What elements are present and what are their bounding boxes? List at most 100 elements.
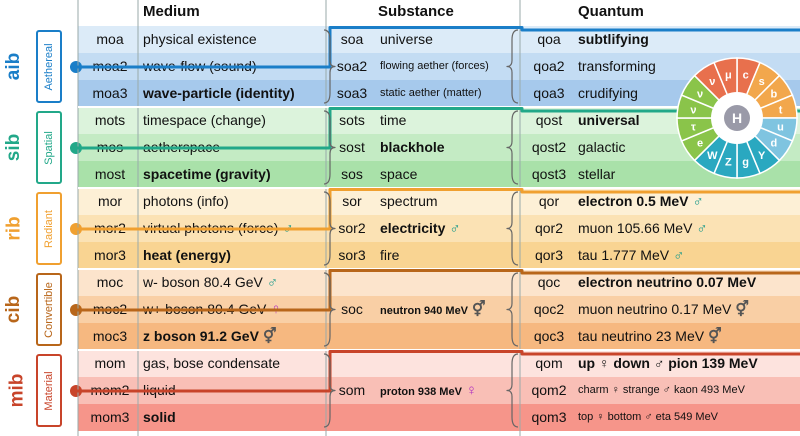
- substance-text: neutron 940 MeV ⚥: [380, 301, 486, 318]
- table-row: [78, 404, 800, 431]
- gender-symbol-icon: ♂: [282, 220, 294, 237]
- table-row: [78, 323, 800, 350]
- substance-text: spectrum: [380, 193, 438, 209]
- gender-symbol-icon: ♂: [696, 220, 708, 237]
- quantum-code: qor: [538, 193, 560, 209]
- header-medium: Medium: [143, 3, 200, 20]
- substance-text: fire: [380, 247, 400, 263]
- quantum-code: qom2: [531, 382, 567, 398]
- substance-text: flowing aether (forces): [380, 60, 489, 72]
- quantum-text: top ♀ bottom ♂ eta 549 MeV: [578, 411, 719, 423]
- quantum-code: qost3: [531, 166, 567, 182]
- medium-code: mor2: [94, 220, 126, 236]
- medium-text: wave-flow (sound): [143, 58, 257, 74]
- medium-text: solid: [143, 409, 176, 425]
- medium-code: mom3: [90, 409, 130, 425]
- gender-symbol-icon: ⚥: [472, 301, 486, 318]
- medium-text: aetherspace: [143, 139, 221, 155]
- quantum-text: muon neutrino 0.17 MeV ⚥: [578, 301, 749, 318]
- quantum-code: qost: [535, 112, 563, 128]
- medium-code: most: [94, 166, 126, 182]
- quantum-code: qoc3: [533, 328, 565, 344]
- quantum-code: qom3: [531, 409, 567, 425]
- medium-code: moa3: [92, 85, 128, 101]
- medium-text: w+ boson 80.4 GeV ♀: [143, 301, 282, 318]
- quantum-code: qoa3: [533, 85, 565, 101]
- substance-code: soc: [341, 301, 363, 317]
- medium-code: mor3: [94, 247, 126, 263]
- quantum-code: qoa2: [533, 58, 565, 74]
- substance-text: blackhole: [380, 139, 445, 155]
- quantum-code: qor3: [534, 247, 564, 263]
- substance-code: soa2: [336, 58, 368, 74]
- gender-symbol-icon: ♀: [465, 382, 478, 399]
- medium-text: photons (info): [143, 193, 229, 209]
- gender-symbol-icon: ⚥: [262, 328, 277, 345]
- gender-symbol-icon: ♂: [449, 220, 461, 237]
- quantum-text: electron neutrino 0.07 MeV: [578, 274, 757, 290]
- gender-symbol-icon: ♀: [270, 301, 282, 318]
- substance-text: electricity ♂: [380, 220, 461, 237]
- medium-text: liquid: [143, 382, 176, 398]
- group-tag: mib: [0, 350, 28, 431]
- medium-code: moc: [96, 274, 124, 290]
- group-dot: [70, 303, 82, 316]
- group-label: Material: [36, 354, 62, 427]
- group-label-text: Material: [43, 370, 55, 411]
- quantum-text: tau 1.777 MeV ♂: [578, 247, 685, 264]
- table-row: [78, 242, 800, 269]
- group-tag: sib: [0, 107, 28, 188]
- quantum-text: up ♀ down ♂ pion 139 MeV: [578, 355, 758, 371]
- quantum-text: subtlifying: [578, 31, 649, 47]
- group-label-text: Aethereal: [43, 42, 55, 91]
- group-label: Radiant: [36, 192, 62, 265]
- medium-code: mor: [97, 193, 123, 209]
- quantum-code: qoc: [537, 274, 561, 290]
- substance-code: soa: [340, 31, 364, 47]
- quantum-code: qoa: [537, 31, 561, 47]
- substance-text: static aether (matter): [380, 87, 482, 99]
- group-label: Aethereal: [36, 30, 62, 103]
- group-dot: [70, 222, 82, 235]
- substance-text: time: [380, 112, 407, 128]
- substance-code: sor3: [338, 247, 366, 263]
- medium-code: mots: [94, 112, 126, 128]
- gender-symbol-icon: ♂: [692, 193, 704, 210]
- medium-text: w- boson 80.4 GeV ♂: [143, 274, 279, 291]
- quantum-text: crudifying: [578, 85, 638, 101]
- medium-code: moc3: [92, 328, 128, 344]
- medium-text: wave-particle (identity): [143, 85, 295, 101]
- substance-code: soa3: [336, 85, 368, 101]
- medium-text: virtual photons (force) ♂: [143, 220, 294, 237]
- header-substance: Substance: [378, 3, 454, 20]
- substance-text: space: [380, 166, 418, 182]
- group-dot: [70, 384, 82, 397]
- group-label: Spatial: [36, 111, 62, 184]
- quantum-text: charm ♀ strange ♂ kaon 493 MeV: [578, 384, 745, 396]
- gender-symbol-icon: ♂: [673, 247, 685, 264]
- medium-text: heat (energy): [143, 247, 231, 263]
- medium-code: moa2: [92, 58, 128, 74]
- quantum-code: qost2: [531, 139, 567, 155]
- substance-text: universe: [380, 31, 433, 47]
- substance-code: som: [338, 382, 366, 398]
- medium-text: timespace (change): [143, 112, 266, 128]
- group-dot: [70, 141, 82, 154]
- group-label-text: Spatial: [43, 130, 55, 165]
- quantum-text: muon 105.66 MeV ♂: [578, 220, 708, 237]
- group-tag: aib: [0, 26, 28, 107]
- medium-text: z boson 91.2 GeV ⚥: [143, 328, 277, 345]
- medium-text: physical existence: [143, 31, 257, 47]
- substance-code: sor: [342, 193, 362, 209]
- substance-code: sots: [339, 112, 365, 128]
- gender-symbol-icon: ⚥: [735, 301, 749, 318]
- medium-code: mom: [94, 355, 126, 371]
- quantum-text: transforming: [578, 58, 656, 74]
- quantum-code: qor2: [534, 220, 564, 236]
- group-dot: [70, 60, 82, 73]
- table-row: [78, 161, 800, 188]
- medium-code: mos: [96, 139, 124, 155]
- medium-code: moa: [96, 31, 124, 47]
- substance-text: proton 938 MeV ♀: [380, 382, 478, 399]
